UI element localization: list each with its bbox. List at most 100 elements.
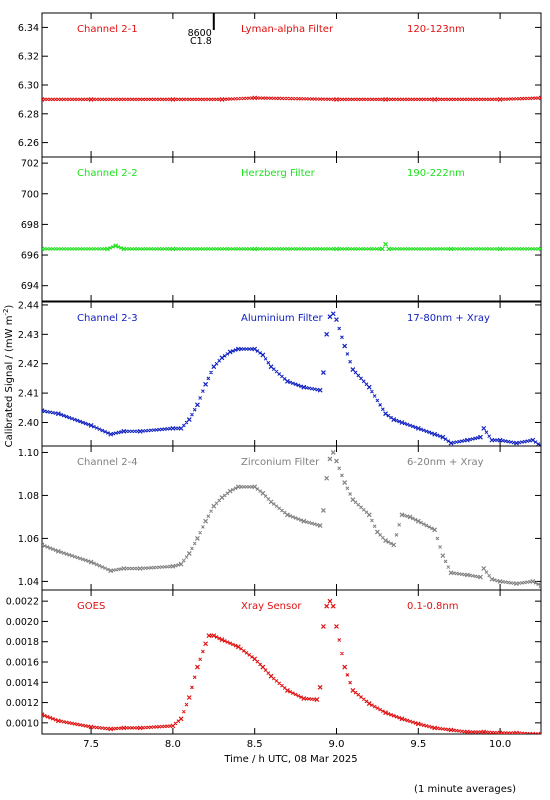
panel-channel-label: GOES <box>77 601 105 612</box>
data-point <box>301 518 307 524</box>
data-point <box>219 355 225 361</box>
data-point <box>55 548 61 554</box>
data-point <box>497 96 503 102</box>
y-tick-label: 2.44 <box>18 300 39 311</box>
data-point <box>320 508 326 513</box>
data-point <box>170 723 176 729</box>
data-point <box>260 490 266 496</box>
data-point <box>105 246 110 252</box>
data-point <box>113 243 119 249</box>
panel-frame <box>41 156 542 302</box>
data-point <box>219 637 225 643</box>
data-point <box>530 578 536 584</box>
data-point <box>334 458 339 464</box>
data-point <box>538 95 541 101</box>
data-point <box>366 701 372 707</box>
data-point <box>366 512 372 518</box>
data-point <box>478 574 483 580</box>
y-axis-title-close: ) <box>4 305 15 309</box>
series-trace <box>42 326 541 446</box>
data-point <box>330 603 336 609</box>
data-point <box>178 425 184 431</box>
data-point <box>42 712 45 718</box>
data-point <box>137 566 143 571</box>
data-point <box>301 384 307 390</box>
data-point <box>301 696 307 701</box>
y-tick-label: 6.28 <box>18 109 39 120</box>
panel-band-label: 0.1-0.8nm <box>407 601 459 612</box>
data-point <box>320 624 326 629</box>
data-point <box>211 633 217 639</box>
data-point <box>137 725 143 731</box>
data-point <box>284 378 290 384</box>
data-point <box>170 563 176 569</box>
data-point <box>374 529 380 535</box>
y-tick-label: 696 <box>21 251 39 262</box>
data-point <box>108 726 114 732</box>
data-point <box>88 724 94 730</box>
data-point <box>121 566 127 571</box>
data-point <box>530 437 536 443</box>
data-point <box>330 311 336 317</box>
data-point <box>284 687 290 693</box>
data-point <box>350 367 356 373</box>
data-point <box>383 411 388 417</box>
data-point <box>260 352 266 358</box>
data-point <box>108 568 114 574</box>
data-point <box>260 664 266 670</box>
y-tick-label: 0.0022 <box>6 597 39 608</box>
x-tick-label: 10.0 <box>489 739 511 750</box>
y-tick-label: 1.04 <box>18 577 39 588</box>
flare-marker-number: 8600 <box>188 28 212 39</box>
data-point <box>178 716 184 722</box>
data-point <box>320 370 326 375</box>
data-point <box>137 428 143 434</box>
data-point <box>386 246 392 252</box>
data-point <box>399 512 405 518</box>
data-point <box>448 440 454 446</box>
data-point <box>350 687 356 693</box>
data-point <box>497 246 503 252</box>
x-tick-label: 9.0 <box>329 739 345 750</box>
data-point <box>252 95 258 101</box>
y-tick-label: 0.0016 <box>6 658 39 669</box>
data-point <box>235 484 241 490</box>
panel-3: 2.40 2.41 2.42 2.43 2.44 Channel 2-3 Aluminium… <box>18 300 542 447</box>
data-point <box>391 542 397 548</box>
data-point <box>195 535 200 541</box>
data-point <box>342 480 348 485</box>
data-point <box>489 437 495 443</box>
data-point <box>186 551 192 556</box>
data-point <box>342 343 348 349</box>
data-point <box>383 710 388 716</box>
data-point <box>252 484 258 490</box>
x-tick-label: 7.5 <box>83 739 99 750</box>
data-point <box>497 437 503 443</box>
data-point <box>88 96 94 102</box>
panel-filter-label: Lyman-alpha Filter <box>241 24 334 35</box>
y-tick-label: 2.41 <box>18 389 39 400</box>
y-axis-title: Calibrated Signal / (mW m-2) <box>2 305 15 448</box>
series-3 <box>42 311 541 446</box>
data-point <box>235 644 241 650</box>
y-tick-label: 2.40 <box>18 418 39 429</box>
data-point <box>55 411 61 417</box>
data-point <box>42 96 45 102</box>
data-point <box>324 603 330 609</box>
panel-2: 694 696 698 700 702 Channel 2-2 Herzberg Filte… <box>21 156 542 302</box>
data-point <box>464 437 470 443</box>
data-point <box>448 246 454 252</box>
data-point <box>497 730 503 734</box>
data-point <box>538 731 541 734</box>
data-point <box>178 561 184 567</box>
data-point <box>415 425 421 431</box>
panel-filter-label: Xray Sensor <box>241 601 302 612</box>
y-tick-label: 1.06 <box>18 534 39 545</box>
y-tick-label: 1.08 <box>18 491 39 502</box>
data-point <box>195 402 200 408</box>
y-tick-label: 6.26 <box>18 138 39 149</box>
data-point <box>121 725 127 731</box>
data-point <box>227 349 233 355</box>
y-tick-label: 0.0010 <box>6 718 39 729</box>
y-tick-label: 1.10 <box>18 448 39 459</box>
